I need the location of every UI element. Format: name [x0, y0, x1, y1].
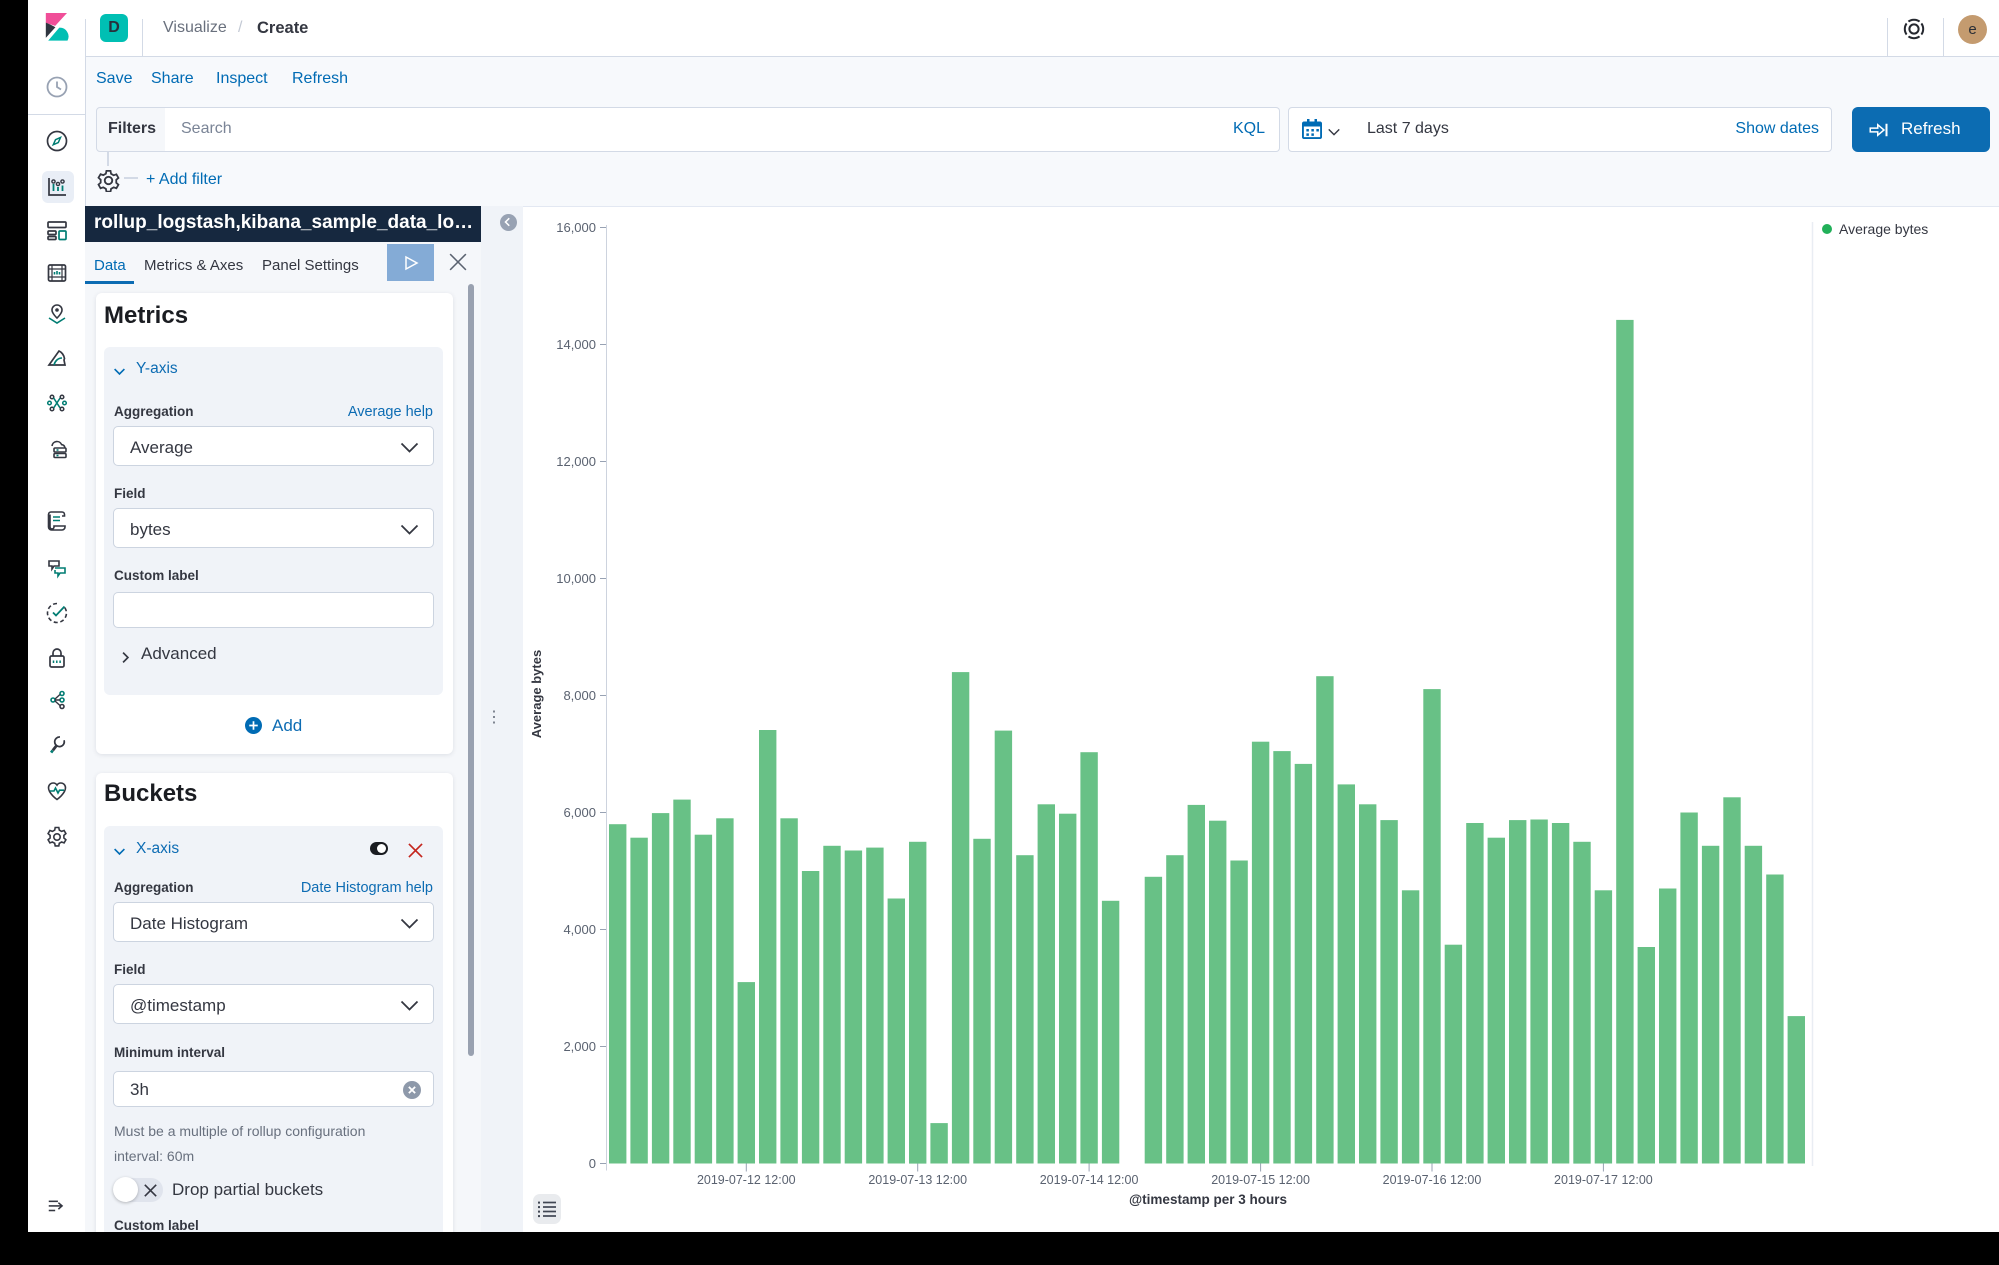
svg-text:Average bytes: Average bytes [529, 650, 544, 738]
svg-text:2019-07-14 12:00: 2019-07-14 12:00 [1040, 1173, 1139, 1187]
svg-text:2,000: 2,000 [563, 1039, 596, 1054]
svg-text:4,000: 4,000 [563, 922, 596, 937]
svg-text:10,000: 10,000 [556, 571, 596, 586]
svg-text:16,000: 16,000 [556, 220, 596, 235]
svg-text:2019-07-16 12:00: 2019-07-16 12:00 [1383, 1173, 1482, 1187]
svg-text:14,000: 14,000 [556, 337, 596, 352]
svg-text:12,000: 12,000 [556, 454, 596, 469]
svg-text:2019-07-15 12:00: 2019-07-15 12:00 [1211, 1173, 1310, 1187]
svg-text:2019-07-17 12:00: 2019-07-17 12:00 [1554, 1173, 1653, 1187]
svg-text:Average bytes: Average bytes [1839, 221, 1928, 237]
svg-text:0: 0 [589, 1156, 596, 1171]
svg-text:2019-07-12 12:00: 2019-07-12 12:00 [697, 1173, 796, 1187]
svg-text:2019-07-13 12:00: 2019-07-13 12:00 [868, 1173, 967, 1187]
svg-text:6,000: 6,000 [563, 805, 596, 820]
svg-text:8,000: 8,000 [563, 688, 596, 703]
svg-text:@timestamp per 3 hours: @timestamp per 3 hours [1129, 1192, 1287, 1207]
